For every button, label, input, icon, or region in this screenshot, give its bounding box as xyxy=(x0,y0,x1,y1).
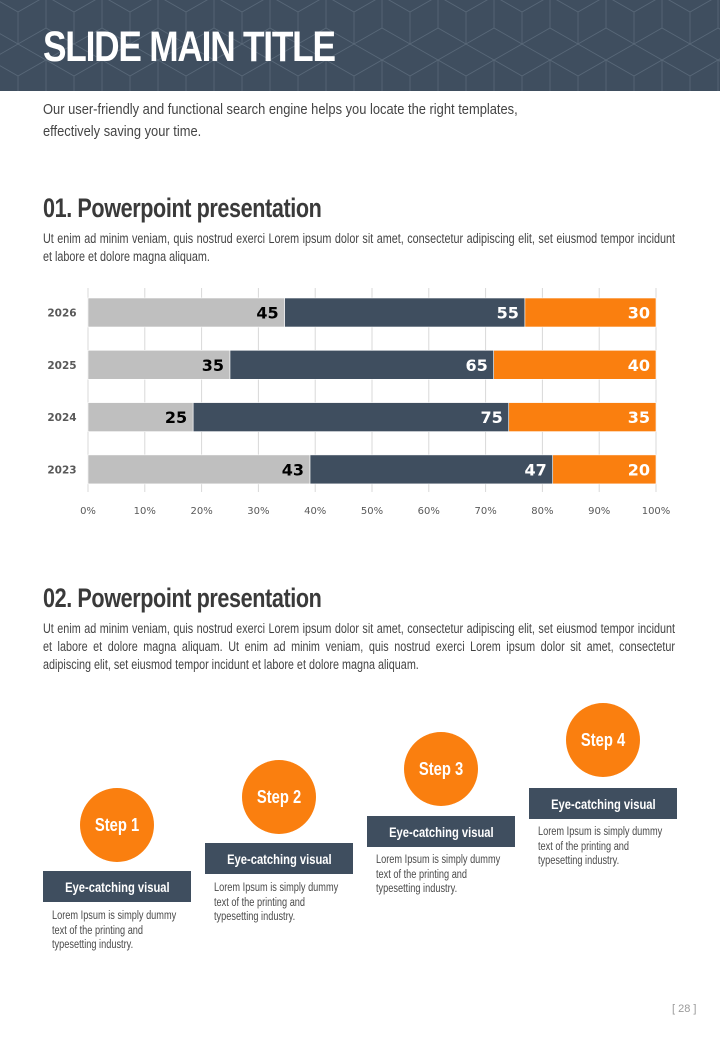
data-label: 45 xyxy=(256,304,278,323)
bar-segment xyxy=(87,454,311,485)
data-label: 47 xyxy=(524,460,546,479)
data-label: 75 xyxy=(480,408,502,427)
x-tick-label: 20% xyxy=(190,506,212,517)
step-2-circle: Step 2 xyxy=(242,760,316,834)
bar-segment xyxy=(493,350,657,380)
x-tick-label: 60% xyxy=(418,506,440,517)
step-4-label: Step 4 xyxy=(580,729,626,750)
y-tick-label: 2026 xyxy=(47,308,76,320)
stacked-bar-chart: 0% 10% 20% 30% 40% 50% 60% 70% 80% 90% 100% 2026 45 5… xyxy=(0,280,720,530)
step-3-desc: Lorem Ipsum is simply dummy text of the … xyxy=(376,854,501,895)
section2-title: 02. Powerpoint presentation xyxy=(43,583,322,613)
cube-pattern xyxy=(0,0,720,91)
step-3-label: Step 3 xyxy=(418,758,464,779)
x-tick-label: 40% xyxy=(304,506,326,517)
data-label: 43 xyxy=(282,460,304,479)
x-tick-label: 100% xyxy=(642,506,671,517)
slide-title: SLIDE MAIN TITLE xyxy=(43,23,336,71)
x-tick-label: 90% xyxy=(588,506,610,517)
subtitle-line-2: effectively saving your time. xyxy=(43,123,202,140)
x-tick-label: 80% xyxy=(531,506,553,517)
x-tick-label: 70% xyxy=(474,506,496,517)
chart-svg: 0% 10% 20% 30% 40% 50% 60% 70% 80% 90% 100% 2026 45 5… xyxy=(47,288,671,517)
data-label: 30 xyxy=(628,304,650,323)
bar-segment xyxy=(508,402,657,432)
step-4-circle: Step 4 xyxy=(566,703,640,777)
step-2-heading: Eye-catching visual xyxy=(226,850,332,867)
section1-title: 01. Powerpoint presentation xyxy=(43,193,322,223)
x-tick-label: 10% xyxy=(134,506,156,517)
data-label: 65 xyxy=(465,356,487,375)
x-tick-label: 30% xyxy=(247,506,269,517)
step-3-heading-box: Eye-catching visual xyxy=(367,816,515,847)
bar-segment xyxy=(552,454,657,485)
step-1-heading: Eye-catching visual xyxy=(64,878,170,895)
step-3-circle: Step 3 xyxy=(404,732,478,806)
step-3-heading: Eye-catching visual xyxy=(388,823,494,840)
data-label: 35 xyxy=(628,408,650,427)
data-label: 20 xyxy=(628,460,650,479)
page-number: [ 28 ] xyxy=(672,1003,697,1015)
step-2-label: Step 2 xyxy=(256,786,302,807)
y-tick-label: 2023 xyxy=(47,464,76,476)
x-tick-label: 50% xyxy=(361,506,383,517)
data-label: 40 xyxy=(628,356,650,375)
step-2-heading-box: Eye-catching visual xyxy=(205,843,353,874)
bar-segment xyxy=(284,297,526,328)
bar-segment xyxy=(229,350,495,380)
data-label: 55 xyxy=(497,304,519,323)
step-1-label: Step 1 xyxy=(94,814,140,835)
slide-subtitle: Our user-friendly and functional search … xyxy=(43,99,679,143)
step-4-heading: Eye-catching visual xyxy=(550,795,656,812)
bar-segment xyxy=(87,297,285,328)
step-1-heading-box: Eye-catching visual xyxy=(43,871,191,902)
bar-segment xyxy=(524,297,657,328)
subtitle-line-1: Our user-friendly and functional search … xyxy=(43,101,518,118)
step-4-desc: Lorem Ipsum is simply dummy text of the … xyxy=(538,826,663,867)
data-label: 35 xyxy=(202,356,224,375)
bar-segment xyxy=(309,454,554,485)
step-1-desc: Lorem Ipsum is simply dummy text of the … xyxy=(52,910,177,951)
bar-segment xyxy=(192,402,510,432)
y-tick-label: 2025 xyxy=(47,360,76,372)
y-tick-label: 2024 xyxy=(47,412,76,424)
section1-text: Ut enim ad minim veniam, quis nostrud ex… xyxy=(43,231,675,264)
step-4-heading-box: Eye-catching visual xyxy=(529,788,677,819)
x-tick-label: 0% xyxy=(80,506,96,517)
header-banner: SLIDE MAIN TITLE xyxy=(0,0,720,91)
data-label: 25 xyxy=(165,408,187,427)
step-2-desc: Lorem Ipsum is simply dummy text of the … xyxy=(214,882,339,923)
step-1-circle: Step 1 xyxy=(80,788,154,862)
section2-text: Ut enim ad minim veniam, quis nostrud ex… xyxy=(43,621,675,672)
